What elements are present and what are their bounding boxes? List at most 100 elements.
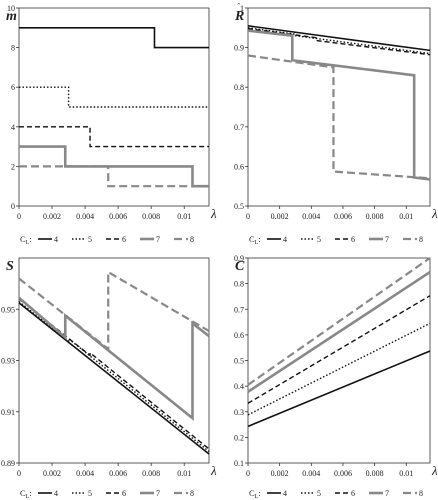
legend-prefix-colon: : — [258, 234, 260, 244]
legend-label-cl-7: 7 — [156, 489, 160, 498]
legend-label-cl-4: 4 — [283, 235, 287, 244]
series-line-cl-4 — [18, 302, 210, 455]
y-tick-label: 1 — [240, 4, 244, 13]
series-line-cl-4 — [247, 350, 431, 428]
y-tick-label: 0.9 — [234, 254, 244, 263]
legend-label-cl-4: 4 — [54, 235, 58, 244]
x-tick-label: 0.004 — [76, 469, 94, 478]
x-tick-label: 0.01 — [399, 469, 413, 478]
x-tick-label: 0.008 — [142, 212, 160, 221]
y-tick-label: 0.93 — [1, 357, 15, 366]
y-tick-label: 0.4 — [234, 382, 244, 391]
y-tick-label: 10 — [7, 4, 15, 13]
x-axis-title: λ — [431, 206, 438, 221]
series-line-cl-6 — [18, 298, 210, 450]
y-tick-label: 0.9 — [234, 44, 244, 53]
x-tick-label: 0.006 — [334, 469, 352, 478]
panel-C-chart: 0.1 0.2 0.3 0.4 0.5 0.6 0.7 0.8 0.9 0 0.002 0.004 0.… — [234, 254, 438, 478]
x-axis-title: λ — [431, 463, 438, 478]
x-axis-title: λ — [210, 206, 217, 221]
legend-label-cl-7: 7 — [385, 489, 389, 498]
plot-frame — [18, 7, 210, 207]
x-tick-label: 0.01 — [399, 212, 413, 221]
legend-label-cl-7: 7 — [385, 235, 389, 244]
legend-label-cl-8: 8 — [190, 235, 194, 244]
legend-prefix-sub: L — [255, 240, 259, 246]
x-tick-label: 0 — [17, 212, 21, 221]
y-axis-title: R — [234, 9, 244, 24]
plot-frame — [247, 7, 431, 207]
x-tick-label: 0 — [17, 469, 21, 478]
y-tick-label: 0.8 — [234, 280, 244, 289]
x-tick-label: 0.004 — [76, 212, 94, 221]
legend-label-cl-4: 4 — [54, 489, 58, 498]
x-tick-label: 0.004 — [302, 212, 320, 221]
x-tick-label: 0.002 — [271, 469, 289, 478]
series-line-cl-5 — [18, 301, 210, 453]
y-tick-label: 6 — [11, 83, 15, 92]
legend-prefix-colon: : — [29, 234, 31, 244]
legend-label-cl-6: 6 — [122, 489, 126, 498]
y-tick-label: 0.3 — [234, 408, 244, 417]
series-line-cl-6 — [247, 27, 431, 56]
y-tick-label: 0.89 — [1, 459, 15, 468]
x-tick-label: 0.002 — [271, 212, 289, 221]
y-tick-label: 0.1 — [234, 459, 244, 468]
y-tick-label: 0.6 — [234, 331, 244, 340]
legend-prefix: CL: — [20, 488, 32, 500]
y-tick-label: 0.95 — [1, 305, 15, 314]
x-tick-label: 0.008 — [366, 469, 384, 478]
legend-label-cl-8: 8 — [190, 489, 194, 498]
legend-prefix: CL: — [249, 488, 261, 500]
legend-label-cl-5: 5 — [88, 489, 92, 498]
x-tick-label: 0.002 — [43, 469, 61, 478]
legend-prefix-sub: L — [26, 494, 30, 500]
series-line-cl-7 — [247, 29, 431, 181]
legend-label-cl-4: 4 — [283, 489, 287, 498]
legend: CL: 4 5 6 7 8 — [249, 234, 423, 246]
y-tick-label: 0.5 — [234, 202, 244, 211]
legend-label-cl-6: 6 — [351, 489, 355, 498]
series-line-cl-7 — [18, 296, 210, 421]
y-tick-label: 0 — [11, 202, 15, 211]
x-tick-label: 0 — [246, 212, 250, 221]
x-tick-label: 0.004 — [302, 469, 320, 478]
legend: CL: 4 5 6 7 8 — [20, 488, 194, 500]
legend: CL: 4 5 6 7 8 — [20, 234, 194, 246]
legend-label-cl-8: 8 — [419, 235, 423, 244]
legend-label-cl-6: 6 — [351, 235, 355, 244]
x-tick-label: 0.01 — [177, 212, 191, 221]
series-line-cl-6 — [247, 295, 431, 404]
legend-prefix: CL: — [20, 234, 32, 246]
y-tick-label: 0.7 — [234, 305, 244, 314]
series-line-cl-7 — [247, 271, 431, 393]
panel-S-chart: 0.89 0.91 0.93 0.95 0 0.002 0.004 0.006 0.008 0.0… — [1, 257, 217, 478]
series-line-cl-4 — [19, 26, 209, 49]
panel-m-chart: 0 2 4 6 8 10 0 0.002 0.004 0.006 0.008 0.01 m λ — [6, 4, 217, 221]
series-line-cl-5 — [19, 86, 209, 108]
legend-label-cl-7: 7 — [156, 235, 160, 244]
legend: CL: 4 5 6 7 8 — [249, 488, 423, 500]
legend-prefix-colon: : — [258, 488, 260, 498]
y-tick-label: 0.5 — [234, 357, 244, 366]
y-tick-label: 2 — [11, 162, 15, 171]
y-tick-label: 0.2 — [234, 433, 244, 442]
y-axis-title: m — [6, 9, 17, 24]
series-line-cl-8 — [19, 165, 209, 188]
series-line-cl-8 — [18, 270, 210, 352]
legend-label-cl-5: 5 — [317, 489, 321, 498]
y-tick-label: 0.91 — [1, 408, 15, 417]
x-tick-label: 0.002 — [43, 212, 61, 221]
y-tick-label: 0.8 — [234, 83, 244, 92]
legend-label-cl-5: 5 — [317, 235, 321, 244]
legend-label-cl-5: 5 — [88, 235, 92, 244]
series-line-cl-4 — [247, 25, 431, 52]
series-line-cl-8 — [247, 257, 431, 386]
y-axis-title: S — [6, 259, 14, 274]
x-tick-label: 0.01 — [177, 469, 191, 478]
series-line-cl-6 — [19, 126, 209, 148]
y-tick-label: 4 — [11, 123, 15, 132]
legend-prefix: CL: — [249, 234, 261, 246]
y-tick-label: 0.6 — [234, 162, 244, 171]
